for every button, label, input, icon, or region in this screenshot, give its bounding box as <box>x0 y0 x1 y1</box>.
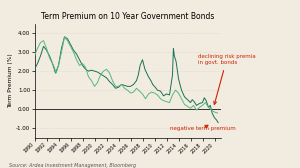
Text: declining risk premia
in govt. bonds: declining risk premia in govt. bonds <box>198 54 256 104</box>
Text: Source: Ardea Investment Management, Bloomberg: Source: Ardea Investment Management, Blo… <box>9 163 136 168</box>
Text: negative term premium: negative term premium <box>169 125 235 131</box>
Y-axis label: Term Premium (%): Term Premium (%) <box>8 53 13 108</box>
Title: Term Premium on 10 Year Government Bonds: Term Premium on 10 Year Government Bonds <box>41 12 214 21</box>
